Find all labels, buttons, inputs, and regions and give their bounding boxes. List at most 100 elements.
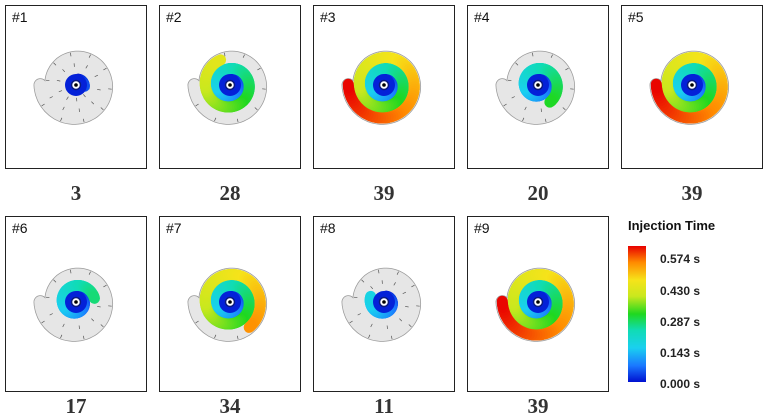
spiral-plot: [187, 267, 268, 342]
channel-tick: [399, 318, 403, 322]
channel-tick: [257, 67, 261, 71]
inlet-dot: [74, 300, 78, 304]
legend-tick: 0.430 s: [660, 284, 701, 298]
inlet-dot: [536, 83, 540, 87]
channel-tick: [56, 79, 61, 82]
panel-label: #5: [627, 9, 645, 25]
panel-value: 28: [219, 181, 241, 205]
panel-label: #7: [165, 220, 183, 236]
channel-tick: [49, 313, 53, 316]
channel-tick: [550, 54, 553, 58]
panel-3: #3: [313, 5, 455, 169]
panel-label: #8: [319, 220, 337, 236]
channel-tick: [45, 79, 50, 82]
channel-tick: [60, 334, 63, 339]
panel-value: 11: [374, 394, 394, 418]
panel-label: #2: [165, 9, 183, 25]
channel-tick: [349, 320, 353, 324]
channel-tick: [91, 101, 95, 105]
spiral-plot: [495, 267, 576, 342]
channel-tick: [370, 286, 374, 290]
channel-tick: [82, 118, 85, 123]
channel-tick: [357, 313, 361, 316]
inlet-dot: [382, 83, 386, 87]
color-scale-bar: [628, 246, 646, 382]
channel-tick: [507, 79, 512, 82]
filled-segment: [243, 319, 257, 333]
panel-8: #8: [313, 216, 455, 392]
channel-tick: [368, 334, 371, 339]
channel-tick: [83, 94, 86, 98]
inlet-dot: [74, 83, 78, 87]
panel-value: 3: [70, 181, 82, 205]
channel-tick: [58, 90, 63, 93]
legend-tick: 0.143 s: [660, 346, 701, 360]
channel-tick: [214, 117, 217, 122]
channel-tick: [544, 118, 547, 123]
channel-tick: [195, 103, 199, 107]
panel-value: 39: [527, 394, 549, 418]
inlet-dot: [228, 300, 232, 304]
channel-tick: [236, 335, 239, 340]
channel-tick: [254, 107, 258, 111]
legend-tick: 0.574 s: [660, 252, 701, 266]
panel-value: 39: [373, 181, 395, 205]
channel-tick: [103, 67, 107, 71]
channel-tick: [41, 320, 45, 324]
panel-label: #9: [473, 220, 491, 236]
channel-tick: [361, 279, 365, 283]
channel-tick: [53, 62, 57, 66]
channel-tick: [242, 54, 245, 58]
legend-tick: 0.287 s: [660, 315, 701, 329]
channel-tick: [378, 269, 380, 274]
channel-tick: [511, 96, 515, 99]
channel-tick: [370, 323, 373, 328]
channel-tick: [82, 335, 85, 340]
color-legend: Injection Time 0.574 s 0.430 s 0.287 s 0…: [618, 214, 764, 394]
spiral-plot: [649, 50, 730, 125]
channel-tick: [94, 74, 99, 78]
legend-tick: 0.000 s: [660, 377, 701, 391]
channel-tick: [85, 65, 88, 69]
channel-tick: [393, 282, 396, 286]
channel-tick: [60, 117, 63, 122]
channel-tick: [97, 305, 101, 308]
channel-tick: [411, 284, 415, 288]
inlet-dot: [536, 300, 540, 304]
spiral-plot: [495, 50, 576, 125]
channel-tick: [224, 52, 226, 57]
panel-label: #6: [11, 220, 29, 236]
panel-4: #4: [467, 5, 609, 169]
channel-tick: [236, 118, 239, 123]
spiral-plot: [33, 267, 114, 342]
panel-5: #5: [621, 5, 763, 169]
panel-9: #9: [467, 216, 609, 392]
panel-value: 39: [681, 181, 703, 205]
channel-tick: [408, 324, 412, 328]
spiral-plot: [341, 50, 422, 125]
channel-tick: [353, 296, 358, 299]
channel-tick: [195, 320, 199, 324]
panel-2: #2: [159, 5, 301, 169]
channel-tick: [66, 96, 69, 100]
channel-tick: [562, 107, 566, 111]
inlet-dot: [382, 300, 386, 304]
legend-title: Injection Time: [628, 218, 716, 233]
channel-tick: [522, 117, 525, 122]
panel-value: 34: [219, 394, 241, 418]
channel-tick: [62, 323, 65, 328]
channel-tick: [405, 305, 409, 308]
panel-label: #4: [473, 9, 491, 25]
channel-tick: [402, 291, 407, 295]
spiral-plot: [187, 50, 268, 125]
filled-segment: [212, 54, 227, 67]
panel-value: 20: [527, 181, 549, 205]
channel-tick: [70, 269, 72, 274]
channel-tick: [62, 69, 66, 73]
spiral-plot: [33, 50, 114, 125]
channel-tick: [97, 88, 101, 91]
channel-tick: [524, 106, 527, 111]
channel-tick: [88, 54, 91, 58]
filled-segment: [88, 291, 100, 304]
inlet-dot: [690, 83, 694, 87]
